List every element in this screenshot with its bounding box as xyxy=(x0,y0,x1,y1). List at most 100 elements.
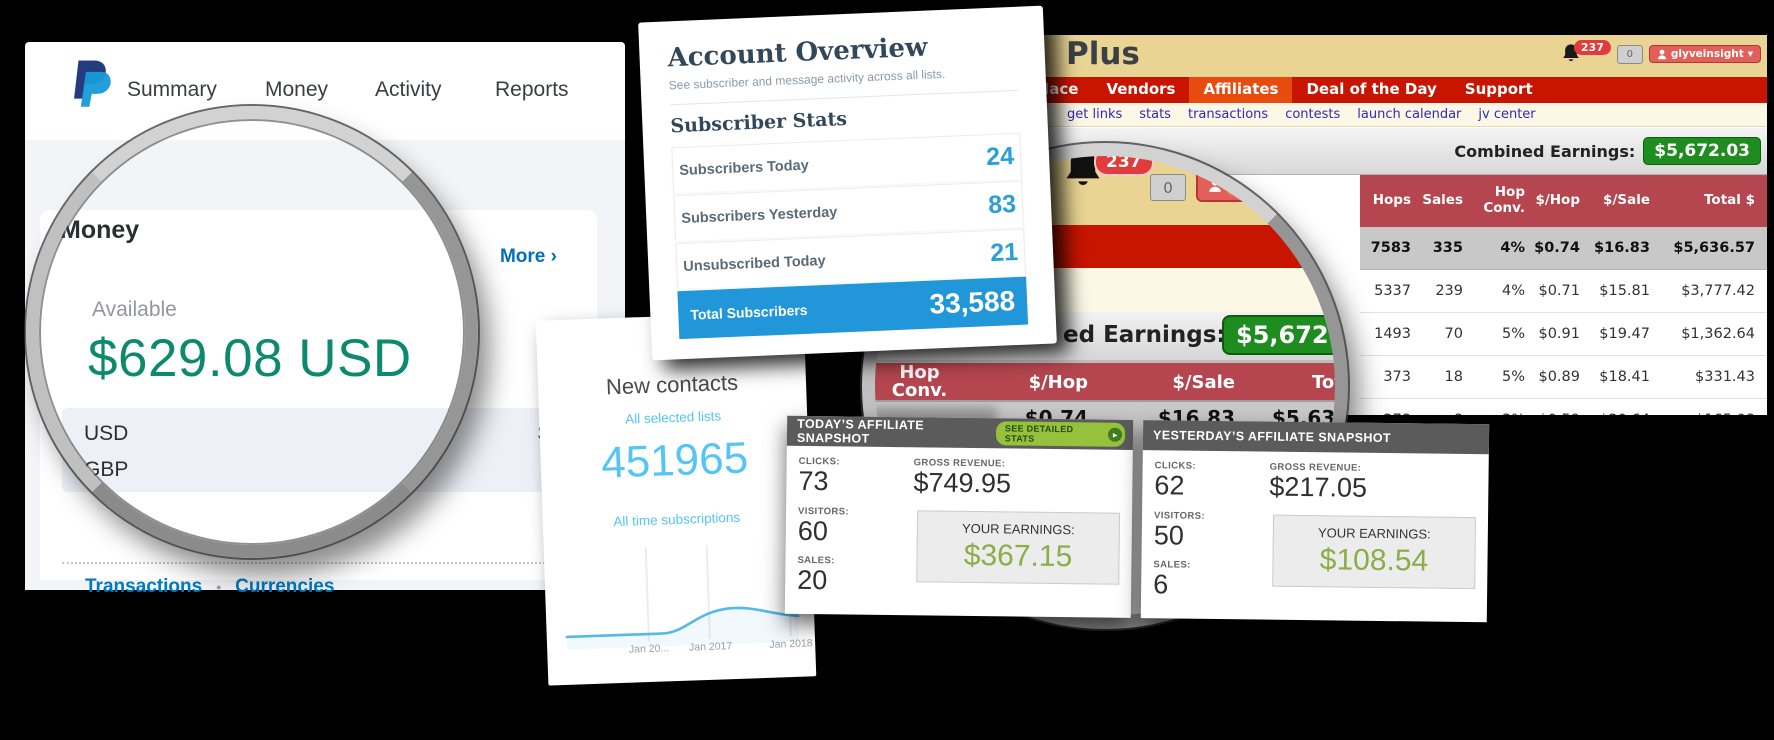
col-header-hop-conv: Hop Conv. xyxy=(1483,184,1525,216)
contacts-count: 451965 xyxy=(600,433,749,488)
app-logo: Plus xyxy=(1066,36,1140,72)
cell: $15.81 xyxy=(1599,283,1650,299)
col-header-per-sale: $/Sale xyxy=(1172,372,1235,393)
tab-reports[interactable]: Reports xyxy=(495,78,569,101)
subnav-launch-calendar[interactable]: launch calendar xyxy=(1357,107,1462,122)
see-detailed-stats-button[interactable]: SEE DETAILED STATS ▸ xyxy=(995,421,1126,447)
new-contacts-card: New contacts All selected lists 451965 A… xyxy=(535,311,817,686)
stat-value: 24 xyxy=(985,142,1015,172)
subnav-stats[interactable]: stats xyxy=(1139,107,1171,122)
cell: 5% xyxy=(1501,326,1525,342)
divider xyxy=(62,562,585,564)
cell: 5% xyxy=(1501,369,1525,385)
col-header-hops: Hops xyxy=(1372,192,1411,209)
cell: 239 xyxy=(1435,283,1463,299)
username: glyveinsight xyxy=(1228,176,1333,194)
card-header: TODAY’S AFFILIATE SNAPSHOT SEE DETAILED … xyxy=(786,415,1134,450)
nav-support[interactable]: Support xyxy=(1464,80,1533,98)
more-link[interactable]: More › xyxy=(499,246,557,267)
clicks-value: 73 xyxy=(798,465,829,497)
tab-money[interactable]: Money xyxy=(265,78,329,101)
top-bar: Plus 237 0 glyveinsight ▾ xyxy=(905,35,1767,77)
subscriptions-sparkline-chart xyxy=(565,542,800,650)
cell: 278 xyxy=(1360,412,1415,415)
cell: $0.71 xyxy=(1538,283,1580,299)
cell: $165.08 xyxy=(1654,412,1759,415)
cell: $18.41 xyxy=(1599,369,1650,385)
earnings-value: $108.54 xyxy=(1319,542,1429,578)
subnav-contests[interactable]: contests xyxy=(1285,107,1341,122)
combined-earnings-label: Combined Earnings: xyxy=(1454,141,1636,161)
card-title: YESTERDAY’S AFFILIATE SNAPSHOT xyxy=(1152,428,1392,446)
total-label: Total Subscribers xyxy=(690,301,808,323)
section-title: Subscriber Stats xyxy=(670,107,848,138)
sub-nav: get links stats transactions contests la… xyxy=(905,103,1767,127)
tab-summary[interactable]: Summary xyxy=(127,78,217,101)
card-title: TODAY’S AFFILIATE SNAPSHOT xyxy=(796,416,925,446)
stat-value: 83 xyxy=(987,189,1017,220)
today-snapshot-card: TODAY’S AFFILIATE SNAPSHOT SEE DETAILED … xyxy=(784,415,1134,618)
nav-affiliates[interactable]: Affiliates xyxy=(1189,77,1293,103)
table-row: 1493 70 5% $0.91 $19.47 $1,362.64 xyxy=(1360,313,1767,356)
table-row: 278 8 3% $0.59 $20.64 $165.08 xyxy=(1360,399,1767,415)
earnings-value: $5,672.03 xyxy=(1222,315,1335,355)
cash-icon[interactable]: 0 xyxy=(1616,44,1643,64)
user-menu-button: glyveinsight ▾ xyxy=(1196,168,1335,202)
cell: $331.43 xyxy=(1695,369,1755,385)
currencies-link[interactable]: Currencies xyxy=(235,576,335,597)
x-tick-label: Jan 2018 xyxy=(769,637,813,651)
your-earnings-box: YOUR EARNINGS: $367.15 xyxy=(916,510,1121,585)
notifications-button[interactable]: 237 xyxy=(1561,40,1611,65)
nav-deal-of-the-day[interactable]: Deal of the Day xyxy=(1306,80,1437,98)
col-header-hop-conv: Hop Conv. xyxy=(891,362,948,401)
gross-revenue-value: $217.05 xyxy=(1269,471,1368,503)
selected-lists-label[interactable]: All selected lists xyxy=(624,408,722,427)
username: glyveinsight xyxy=(1670,48,1744,60)
tab-activity[interactable]: Activity xyxy=(375,78,442,101)
cell: $0.74 xyxy=(1534,240,1580,256)
card-title: New contacts xyxy=(605,369,739,400)
col-header-total: Total $ xyxy=(1312,372,1343,393)
cell: 7583 xyxy=(1370,240,1411,256)
subnav-get-links[interactable]: get links xyxy=(1067,107,1123,122)
card-header: YESTERDAY’S AFFILIATE SNAPSHOT xyxy=(1142,420,1490,455)
subnav-transactions[interactable]: transactions xyxy=(1187,107,1269,122)
transactions-link[interactable]: Transactions xyxy=(85,576,203,597)
magnifying-glass-icon xyxy=(26,106,478,558)
cell: $19.47 xyxy=(1599,326,1650,342)
visitors-value: 50 xyxy=(1153,519,1185,551)
account-overview-card: Account Overview See subscriber and mess… xyxy=(638,5,1057,361)
cell: 373 xyxy=(1383,369,1411,385)
magnified-table-header xyxy=(875,363,1335,400)
sales-value: 6 xyxy=(1153,569,1169,600)
table-row: 373 18 5% $0.89 $18.41 $331.43 xyxy=(1360,356,1767,399)
col-header-per-sale: $/Sale xyxy=(1603,192,1650,209)
paypal-logo-icon[interactable] xyxy=(67,57,113,118)
cell: 4% xyxy=(1501,283,1525,299)
stat-value: 21 xyxy=(989,237,1019,268)
cell: 5337 xyxy=(1374,283,1411,299)
combined-earnings-value: $5,672.03 xyxy=(1643,137,1761,165)
col-header-sales: Sales xyxy=(1422,192,1463,209)
stat-label: Subscribers Today xyxy=(678,157,810,179)
cell: 8 xyxy=(1415,412,1467,415)
affiliate-stats-table: Hops Sales Hop Conv. $/Hop $/Sale Total … xyxy=(905,175,1767,415)
cash-icon: 0 xyxy=(1150,174,1186,201)
cell: $1,362.64 xyxy=(1681,326,1755,342)
cell: $20.64 xyxy=(1584,412,1654,415)
cell: $0.91 xyxy=(1538,326,1580,342)
table-row: 5337 239 4% $0.71 $15.81 $3,777.42 xyxy=(1360,270,1767,313)
col-header-per-hop: $/Hop xyxy=(1535,192,1580,209)
cell: 4% xyxy=(1500,240,1525,256)
col-header-per-hop: $/Hop xyxy=(1028,372,1088,393)
subnav-jv-center[interactable]: jv center xyxy=(1478,107,1536,122)
user-menu-button[interactable]: glyveinsight ▾ xyxy=(1648,45,1761,63)
dot-separator: • xyxy=(216,579,222,595)
earnings-value: $367.15 xyxy=(963,538,1073,573)
all-time-label[interactable]: All time subscriptions xyxy=(613,509,741,530)
cell: $5,636.57 xyxy=(1673,240,1755,256)
cell: 3% xyxy=(1467,412,1529,415)
total-value: 33,588 xyxy=(928,285,1016,320)
nav-vendors[interactable]: Vendors xyxy=(1106,80,1176,98)
notification-count-badge: 237 xyxy=(1573,40,1611,55)
